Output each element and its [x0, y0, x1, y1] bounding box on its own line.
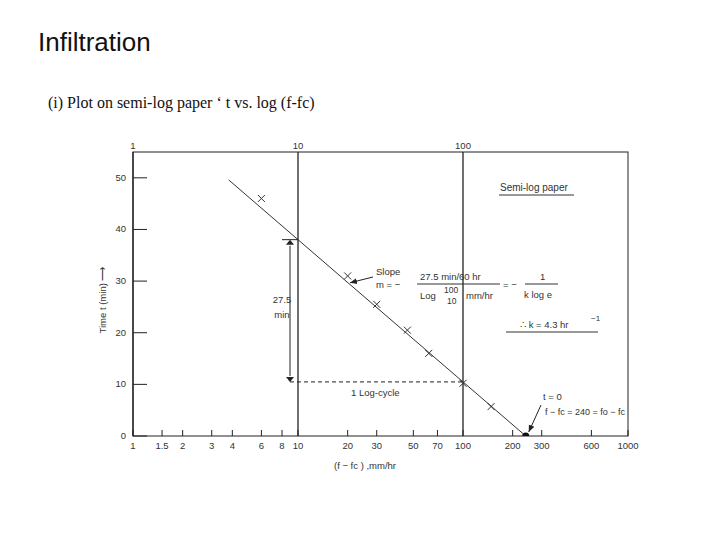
annotation: 100	[444, 285, 458, 295]
x-tick-label: 30	[371, 440, 382, 451]
y-tick	[133, 332, 147, 333]
annotation: −1	[591, 314, 601, 323]
x-tick-label: 8	[279, 440, 284, 451]
grid-line	[132, 152, 133, 436]
x-tick	[182, 430, 183, 436]
underline	[499, 195, 574, 196]
x-tick-label: 1000	[617, 440, 638, 451]
x-tick	[282, 430, 283, 436]
dimension-cap	[282, 239, 298, 240]
x-tick	[541, 430, 542, 436]
x-tick	[298, 430, 299, 436]
grid-line	[462, 152, 463, 436]
annotation: 27.5 min/60 hr	[420, 271, 481, 282]
annotation: ∴ k = 4.3 hr	[520, 319, 569, 330]
top-x-tick-label: 100	[455, 140, 471, 151]
y-tick-label: 10	[115, 378, 126, 389]
x-tick	[162, 430, 163, 436]
x-tick-label: 10	[293, 440, 304, 451]
x-tick-label: 6	[259, 440, 264, 451]
x-tick	[512, 430, 513, 436]
y-tick	[133, 229, 147, 230]
data-point	[522, 433, 529, 437]
log-cycle-line	[290, 381, 463, 382]
annotation: = −	[503, 279, 517, 290]
page-title: Infiltration	[38, 27, 151, 57]
data-point	[404, 327, 411, 334]
y-axis-label: Time t (min) ⟶	[97, 267, 108, 334]
annotation: t = 0	[543, 391, 562, 402]
x-tick	[463, 430, 464, 436]
x-tick	[211, 430, 212, 436]
y-tick	[133, 436, 147, 437]
grid-line	[297, 152, 298, 436]
fraction-bar	[525, 284, 558, 285]
x-tick	[437, 430, 438, 436]
top-x-tick-label: 1	[130, 140, 135, 151]
x-axis-label: (f − fc ) ,mm/hr	[334, 460, 396, 471]
y-tick-label: 0	[121, 430, 126, 441]
annotation: 1 Log-cycle	[351, 387, 400, 398]
fraction-bar	[417, 284, 500, 285]
plot-frame	[133, 152, 628, 436]
dimension-arrow	[286, 240, 294, 245]
page: Infiltration (i) Plot on semi-log paper ‘…	[0, 0, 720, 540]
data-point	[460, 380, 467, 387]
x-tick-label: 200	[505, 440, 521, 451]
x-tick-label: 600	[583, 440, 599, 451]
annotation: 10	[447, 296, 457, 306]
data-point	[373, 301, 380, 308]
underline	[506, 332, 598, 333]
x-tick	[376, 430, 377, 436]
plot-area	[229, 180, 530, 436]
y-tick	[133, 384, 147, 385]
x-tick-label: 2	[180, 440, 185, 451]
x-tick	[347, 430, 348, 436]
x-tick-label: 300	[534, 440, 550, 451]
annotation: Log	[420, 290, 436, 301]
annotation: k log e	[524, 289, 552, 300]
y-tick-label: 50	[115, 172, 126, 183]
x-tick-label: 20	[342, 440, 353, 451]
x-tick-label: 1.5	[155, 440, 168, 451]
x-tick-label: 1	[130, 440, 135, 451]
annotation: min	[274, 309, 289, 320]
x-tick	[261, 430, 262, 436]
annotation: mm/hr	[466, 290, 493, 301]
annotation: 27.5	[273, 294, 292, 305]
slope-arrow	[350, 277, 373, 283]
x-tick-label: 70	[432, 440, 443, 451]
x-tick-label: 4	[230, 440, 235, 451]
x-tick	[413, 430, 414, 436]
x-tick-label: 50	[408, 440, 419, 451]
subtitle: (i) Plot on semi-log paper ‘ t vs. log (…	[48, 94, 315, 112]
x-tick	[133, 430, 134, 436]
x-tick	[591, 430, 592, 436]
y-tick-label: 20	[115, 327, 126, 338]
top-x-tick-label: 10	[293, 140, 304, 151]
y-tick	[133, 177, 147, 178]
y-tick-label: 40	[115, 223, 126, 234]
data-point	[258, 195, 265, 202]
annotation: Slope	[376, 266, 400, 277]
x-tick-label: 3	[209, 440, 214, 451]
x-tick	[628, 430, 629, 436]
annotation: Semi-log paper	[500, 182, 568, 193]
annotation: f − fc = 240 = fo − fc	[545, 407, 626, 417]
x-tick	[232, 430, 233, 436]
data-point	[425, 350, 432, 357]
annotation: m = −	[376, 279, 401, 290]
dimension-arrow	[286, 377, 294, 382]
fit-line	[229, 180, 526, 436]
y-tick	[133, 281, 147, 282]
annotation: 1	[540, 271, 545, 282]
x-tick-label: 100	[455, 440, 471, 451]
data-point	[344, 272, 351, 279]
y-tick-label: 30	[115, 275, 126, 286]
t0-arrow	[529, 405, 541, 432]
